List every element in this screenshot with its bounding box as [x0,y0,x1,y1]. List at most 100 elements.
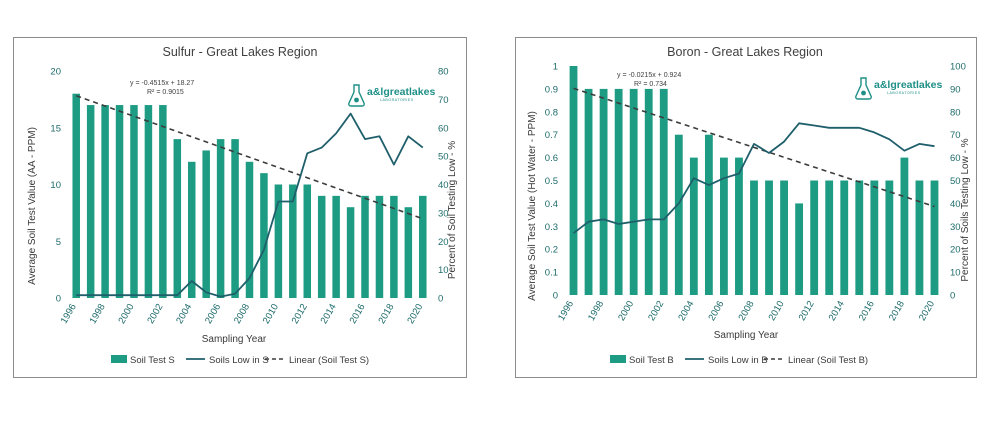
bar [390,195,398,298]
legend-line-label: Soils Low in B [708,355,768,366]
chart-title: Boron - Great Lakes Region [667,45,823,59]
logo-sub: LABORATORIES [887,91,921,95]
x-tick-label: 2018 [887,299,907,323]
bar [375,195,384,298]
legend-trend-label: Linear (Soil Test B) [788,355,868,366]
y2-tick-label: 40 [950,199,961,210]
trend-line [75,95,424,220]
y2-tick-label: 0 [438,294,443,305]
bar [825,180,834,295]
y2-tick-label: 50 [438,152,449,163]
y-tick-label: 0.6 [545,153,558,164]
bar [187,161,196,298]
x-tick-label: 1998 [586,299,606,323]
trend-equation: y = -0.0215x + 0.924 [617,72,681,79]
y2-tick-label: 30 [438,208,449,219]
y2-axis-label: Percent of Soils Testing Low - % [960,138,971,281]
logo-name: a&lgreatlakes [874,79,942,91]
bar [72,93,80,298]
trend-r2: R² = 0.734 [634,81,667,88]
y2-tick-label: 70 [950,130,961,141]
y-tick-label: 20 [50,67,61,78]
legend-trend-label: Linear (Soil Test S) [289,355,369,366]
bar [289,184,297,298]
legend-bar-label: Soil Test B [629,355,674,366]
x-tick-label: 2002 [145,302,165,326]
bar [361,195,369,298]
logo-name: a&lgreatlakes [367,86,435,98]
x-tick-label: 2010 [767,299,787,323]
y2-tick-label: 50 [950,176,961,187]
bar [260,173,268,298]
y2-tick-label: 80 [438,67,449,78]
trend-line [573,87,935,208]
bar [644,88,653,296]
x-tick-label: 2006 [706,299,726,323]
y2-tick-label: 40 [438,180,449,191]
bar [659,88,668,296]
x-tick-label: 2010 [261,302,281,326]
series-line [572,122,935,234]
bar [885,180,894,295]
legend-bar-label: Soil Test S [130,355,175,366]
logo: a&lgreatlakes LABORATORIES [348,84,435,107]
bar [317,195,326,298]
y2-tick-label: 10 [438,265,449,276]
bar [704,134,713,295]
bar [614,88,623,296]
x-tick-label: 2014 [827,299,847,323]
x-tick-label: 2002 [646,299,666,323]
flask-icon [855,77,872,100]
bar [915,180,924,295]
x-tick-label: 2012 [797,299,817,323]
y-tick-label: 0.2 [545,245,558,256]
x-tick-label: 2008 [232,302,252,326]
plot-area: 0 5 10 15 20 0 10 20 30 40 50 60 70 80 1996 1998 2000 200… [50,67,448,326]
bar [569,66,578,295]
y-tick-label: 10 [50,180,61,191]
bar [765,180,773,295]
y-tick-label: 0.9 [545,84,558,95]
bar [674,134,683,295]
y2-tick-label: 70 [438,95,449,106]
x-tick-label: 2004 [676,299,696,323]
x-tick-label: 2006 [203,302,223,326]
boron-chart: Boron - Great Lakes Region a&lgreatlakes… [527,45,971,366]
y2-tick-label: 80 [950,107,961,118]
y2-tick-label: 60 [950,153,961,164]
logo: a&lgreatlakes LABORATORIES [855,77,942,100]
x-tick-label: 2016 [348,302,368,326]
bar [419,195,427,298]
y-tick-label: 15 [50,123,61,134]
legend: Soil Test B Soils Low in B Linear (Soil … [610,355,868,366]
x-axis-label: Sampling Year [714,330,779,341]
y-tick-label: 1 [553,62,558,73]
y2-tick-label: 20 [950,245,961,256]
bar [245,161,254,298]
bar [303,184,312,298]
trend-equation: y = -0.4515x + 18.27 [130,80,194,87]
bar [855,180,864,295]
legend-bar-swatch [111,355,127,363]
y2-tick-label: 60 [438,123,449,134]
chart-title: Sulfur - Great Lakes Region [163,45,318,59]
bar [332,195,340,298]
y2-tick-label: 20 [438,237,449,248]
y2-tick-label: 100 [950,62,966,73]
bar [231,139,239,298]
series-line [76,112,424,298]
y-tick-label: 0.3 [545,222,558,233]
bar [629,88,638,296]
bar [689,157,698,295]
bar [750,180,758,295]
bar [780,180,788,295]
y2-tick-label: 10 [950,268,961,279]
y-tick-label: 0.1 [545,268,558,279]
bar [900,157,909,295]
legend-bar-swatch [610,355,626,363]
y-tick-label: 5 [56,237,61,248]
flask-icon [348,84,365,107]
x-tick-label: 2004 [174,302,194,326]
bar [810,180,819,295]
y-tick-label: 0.5 [545,176,558,187]
